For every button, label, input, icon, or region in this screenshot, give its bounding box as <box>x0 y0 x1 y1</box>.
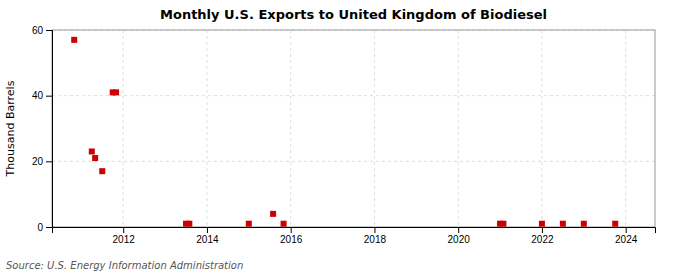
y-axis-title: Thousand Barrels <box>4 80 17 177</box>
y-tick-label: 20 <box>32 156 44 167</box>
x-grid-line <box>458 30 459 227</box>
y-tick: 40 <box>32 90 52 101</box>
x-tick: 2020 <box>448 227 471 245</box>
x-tick-mark <box>626 227 627 233</box>
y-axis-line <box>46 31 53 228</box>
source-note: Source: U.S. Energy Information Administ… <box>6 260 243 271</box>
y-grid-line <box>52 95 655 96</box>
x-tick: 2024 <box>615 227 638 245</box>
points <box>71 37 618 227</box>
x-grid-line <box>625 30 626 227</box>
point <box>246 221 252 227</box>
point <box>612 221 618 227</box>
point <box>89 148 95 154</box>
point <box>92 155 98 161</box>
x-tick-mark <box>291 227 292 233</box>
x-tick-label: 2014 <box>196 234 219 245</box>
title: Monthly U.S. Exports to United Kingdom o… <box>160 7 547 22</box>
x-tick-label: 2012 <box>113 234 136 245</box>
x-grid-line <box>206 30 207 227</box>
x-tick-label: 2024 <box>615 234 638 245</box>
y-tick: 60 <box>32 25 52 36</box>
y-tick-label: 60 <box>32 25 44 36</box>
x-tick: 2016 <box>280 227 303 245</box>
point <box>539 221 545 227</box>
x-tick-label: 2022 <box>531 234 554 245</box>
grid <box>52 30 655 227</box>
y-tick-label: 0 <box>37 222 43 233</box>
point <box>270 211 276 217</box>
y-tick-label: 40 <box>32 90 44 101</box>
point <box>113 89 119 95</box>
y-grid-line <box>52 161 655 162</box>
x-tick: 2022 <box>531 227 554 245</box>
x-grid-line <box>541 30 542 227</box>
point <box>560 221 566 227</box>
y-tick: 0 <box>37 222 52 233</box>
x-axis: 2012 2014 2016 2018 2020 2022 2024 <box>53 227 656 245</box>
y-tick-mark <box>46 96 52 97</box>
y-tick-mark <box>46 30 52 31</box>
point <box>281 221 287 227</box>
x-tick-mark <box>458 227 459 233</box>
point <box>581 221 587 227</box>
point <box>500 221 506 227</box>
y-tick-mark <box>46 227 52 228</box>
x-tick: 2014 <box>196 227 219 245</box>
x-tick-mark <box>123 227 124 233</box>
x-grid-line <box>123 30 124 227</box>
point <box>71 37 77 43</box>
y-tick-mark <box>46 161 52 162</box>
x-tick-label: 2018 <box>364 234 387 245</box>
point <box>186 221 192 227</box>
x-tick-mark <box>207 227 208 233</box>
y-tick: 20 <box>32 156 52 167</box>
point <box>99 168 105 174</box>
x-grid-line <box>374 30 375 227</box>
y-axis: 0 20 40 60 <box>32 25 53 233</box>
chart-svg: 2012 2014 2016 2018 2020 2022 2024 0 20 40 60 Month… <box>0 0 675 275</box>
x-tick-label: 2020 <box>448 234 471 245</box>
x-tick-mark <box>374 227 375 233</box>
x-axis-line <box>53 228 656 234</box>
x-tick: 2018 <box>364 227 387 245</box>
plot-frame <box>52 30 655 227</box>
x-tick-label: 2016 <box>280 234 303 245</box>
x-tick-mark <box>542 227 543 233</box>
x-tick: 2012 <box>113 227 136 245</box>
chart-container: 2012 2014 2016 2018 2020 2022 2024 0 20 40 60 Month… <box>0 0 675 275</box>
x-grid-line <box>290 30 291 227</box>
